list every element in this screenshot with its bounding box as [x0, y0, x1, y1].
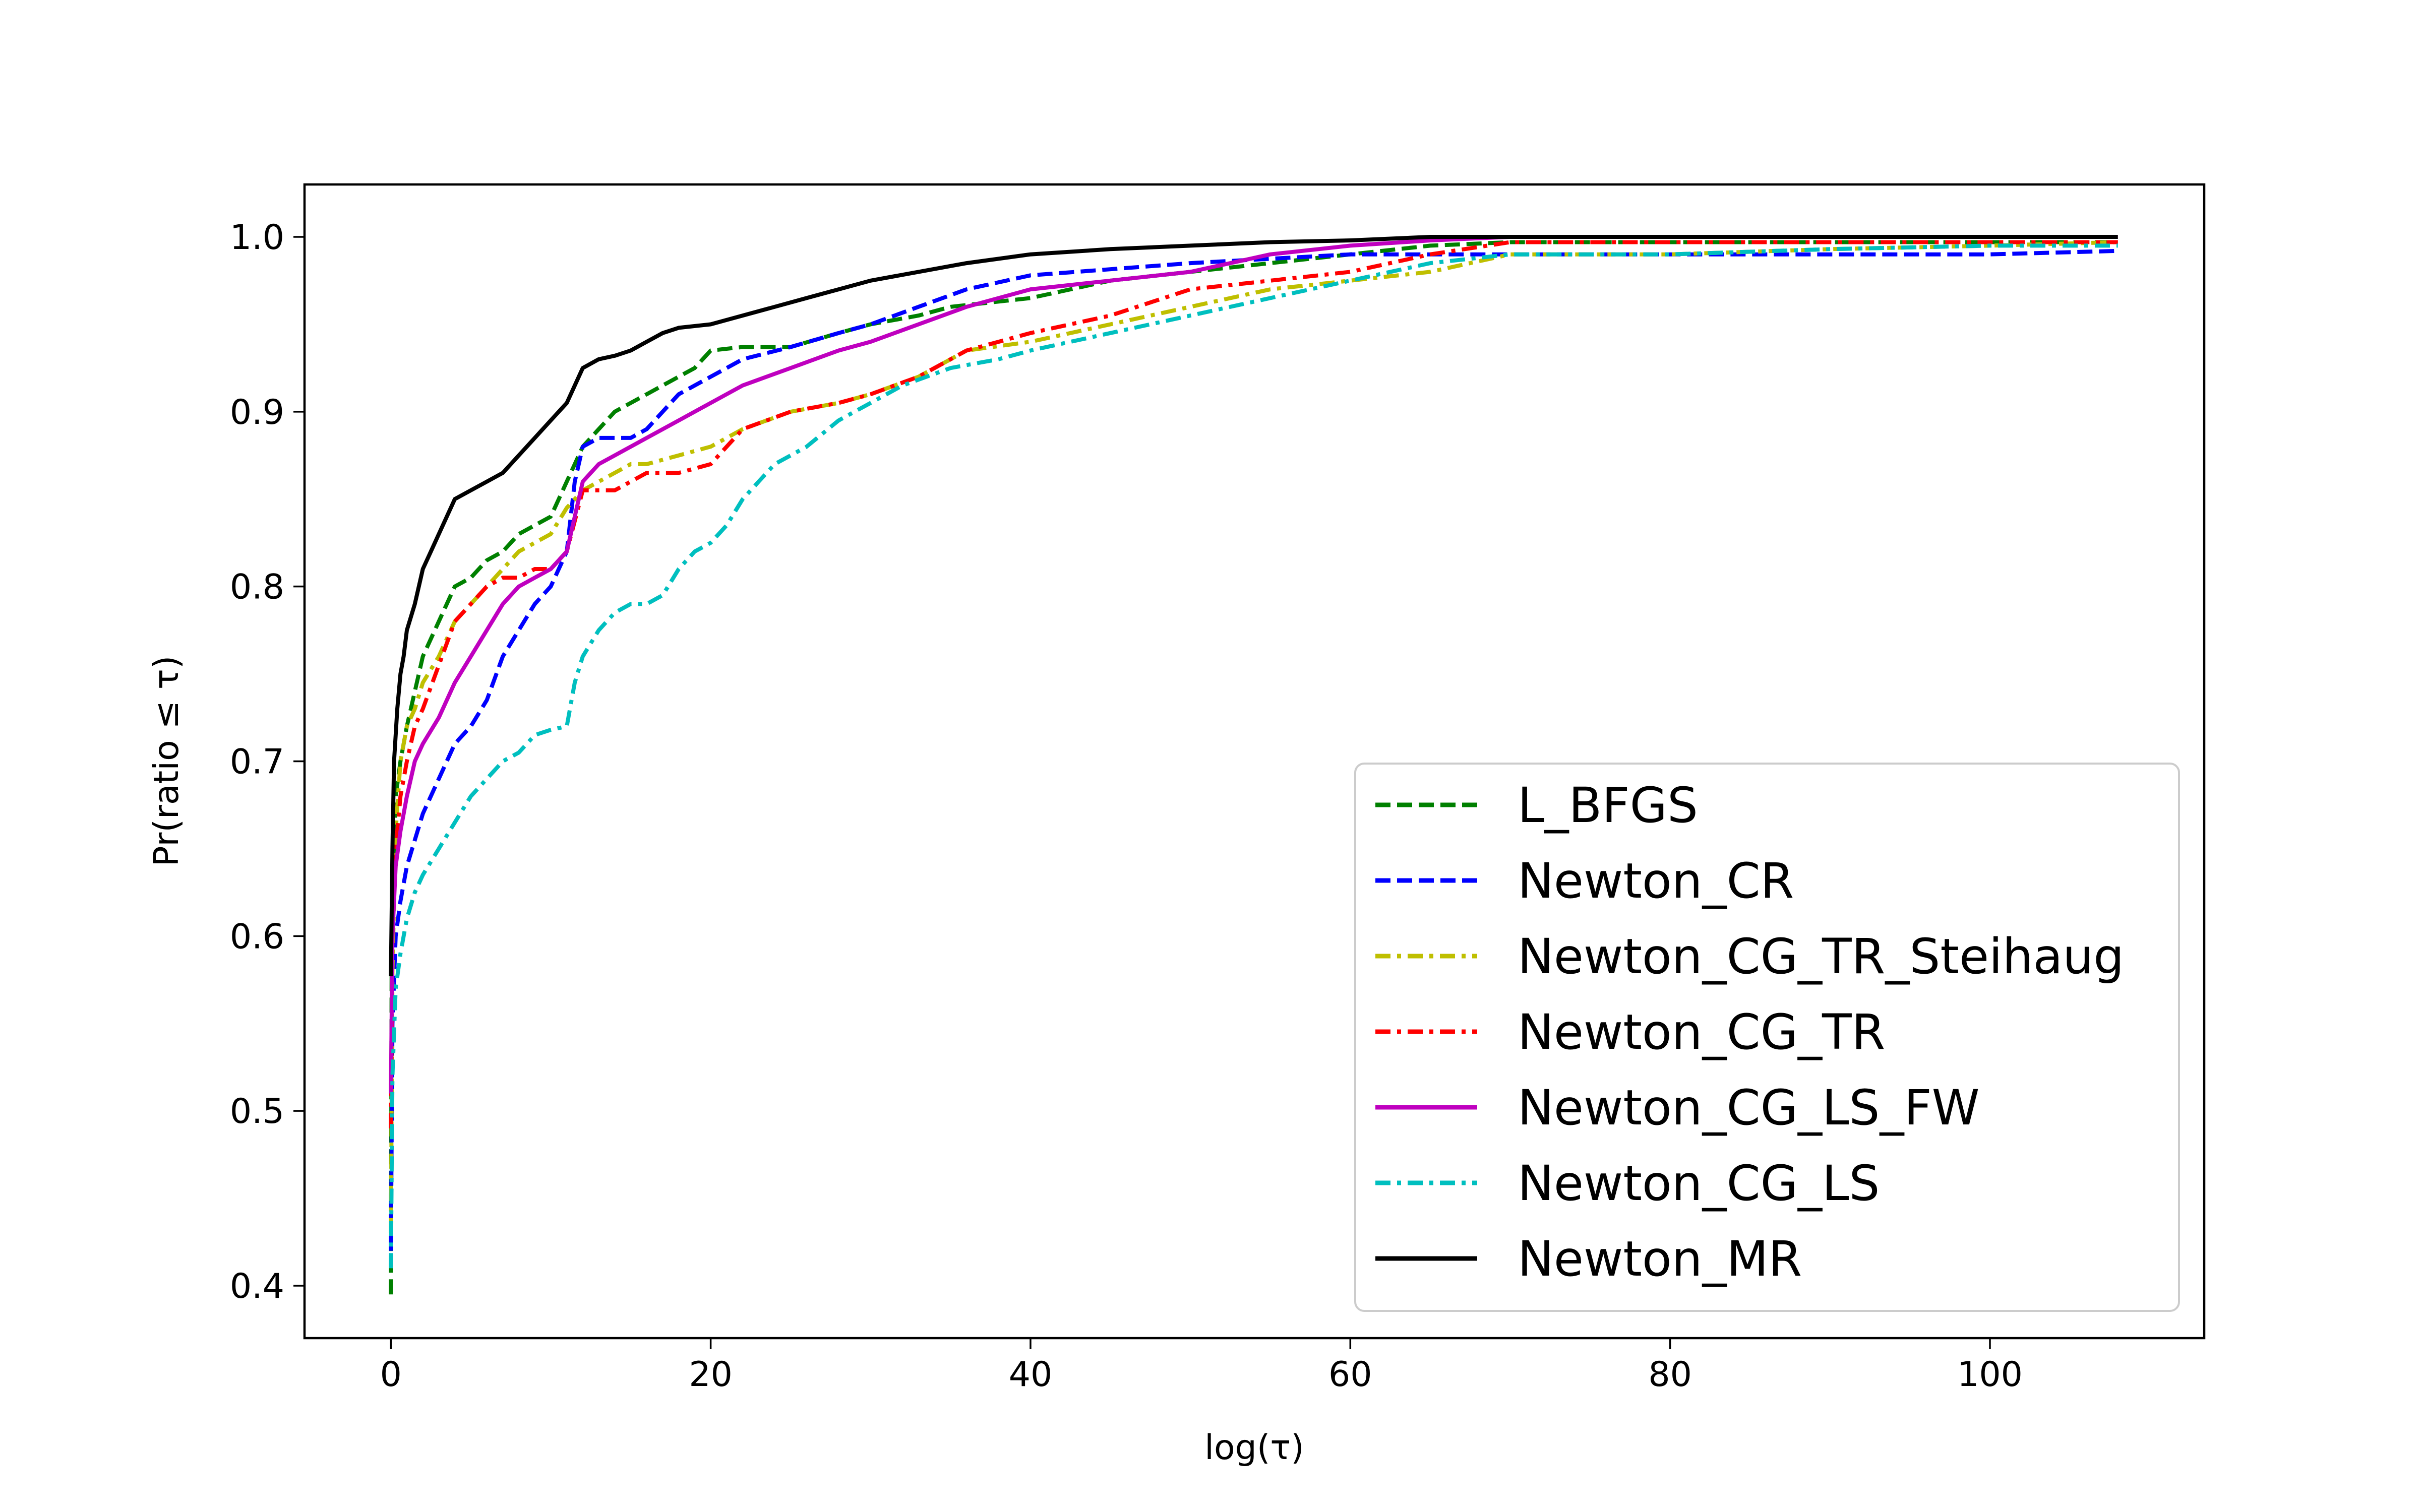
y-tick-label: 0.9 — [230, 393, 284, 432]
legend-entries: L_BFGS Newton_CR Newton_CG_TR_Steihaug Newt… — [1375, 777, 2124, 1287]
y-axis-label: Pr(ratio ≤ τ) — [147, 656, 187, 867]
legend-label: L_BFGS — [1518, 777, 1698, 834]
y-axis-ticks: 0.4 0.5 0.6 0.7 0.8 0.9 1.0 — [230, 218, 305, 1306]
x-axis-ticks: 0 20 40 60 80 100 — [380, 1338, 2023, 1395]
y-tick-label: 0.8 — [230, 568, 284, 607]
y-tick-label: 0.5 — [230, 1092, 284, 1131]
series-line-newton-cg-ls-fw — [389, 235, 2118, 1094]
legend: L_BFGS Newton_CR Newton_CG_TR_Steihaug Newt… — [1354, 763, 2180, 1312]
series-line-newton-cg-tr — [389, 240, 2118, 1128]
series-line-newton-cg-ls — [389, 243, 2118, 1269]
x-tick-label: 60 — [1328, 1355, 1372, 1395]
series-line-l-bfgs — [389, 240, 2118, 1295]
legend-item-newton-cg-ls-fw: Newton_CG_LS_FW — [1375, 1080, 1980, 1136]
x-tick-label: 40 — [1009, 1355, 1053, 1395]
legend-label: Newton_CG_LS — [1518, 1155, 1880, 1212]
legend-box — [1354, 763, 2180, 1312]
legend-item-newton-cr: Newton_CR — [1375, 853, 1794, 909]
x-tick-label: 0 — [380, 1355, 402, 1395]
series-line-newton-cg-tr-steihaug — [389, 240, 2118, 1233]
legend-item-newton-mr: Newton_MR — [1375, 1231, 1802, 1287]
legend-item-newton-cg-ls: Newton_CG_LS — [1375, 1155, 1880, 1212]
series-line-newton-mr — [389, 235, 2118, 977]
y-tick-label: 0.6 — [230, 917, 284, 957]
legend-item-l-bfgs: L_BFGS — [1375, 777, 1698, 834]
x-tick-label: 20 — [689, 1355, 733, 1395]
y-tick-label: 1.0 — [230, 218, 284, 258]
x-tick-label: 100 — [1957, 1355, 2023, 1395]
legend-label: Newton_CG_LS_FW — [1518, 1080, 1980, 1136]
legend-item-newton-cg-tr: Newton_CG_TR — [1375, 1004, 1885, 1060]
legend-label: Newton_CR — [1518, 853, 1794, 909]
legend-label: Newton_CG_TR_Steihaug — [1518, 928, 2124, 985]
y-tick-label: 0.4 — [230, 1267, 284, 1306]
y-tick-label: 0.7 — [230, 742, 284, 782]
legend-label: Newton_MR — [1518, 1231, 1802, 1287]
series-line-newton-cr — [389, 248, 2118, 1251]
series-layer — [389, 235, 2118, 1295]
legend-label: Newton_CG_TR — [1518, 1004, 1885, 1060]
legend-item-newton-cg-tr-steihaug: Newton_CG_TR_Steihaug — [1375, 928, 2124, 985]
x-axis-label: log(τ) — [1204, 1428, 1304, 1468]
plot-area — [303, 183, 2206, 1340]
x-tick-label: 80 — [1648, 1355, 1692, 1395]
